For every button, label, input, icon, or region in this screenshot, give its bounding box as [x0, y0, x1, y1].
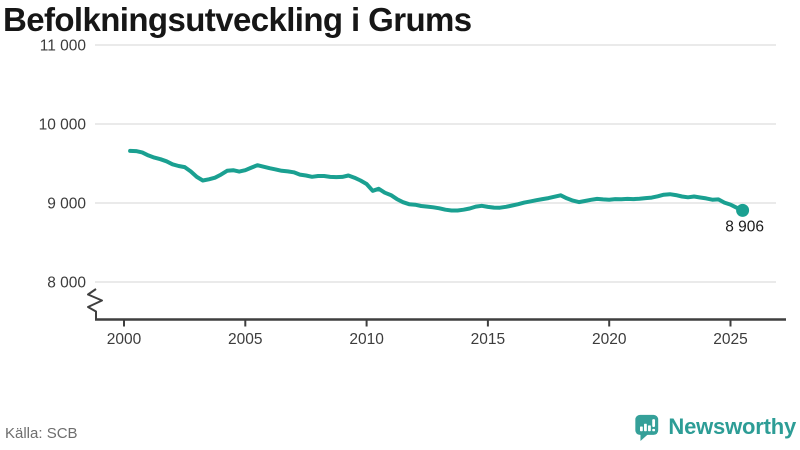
- x-axis-tick-label: 2010: [349, 331, 384, 348]
- y-axis-tick-label: 8 000: [47, 275, 86, 292]
- x-axis-tick-label: 2020: [592, 331, 627, 348]
- population-series-line: [128, 148, 745, 213]
- series-end-value-label: 8 906: [725, 218, 764, 235]
- y-axis-tick-label: 10 000: [39, 117, 87, 134]
- y-axis-tick-label: 9 000: [47, 196, 86, 213]
- x-axis-tick-label: 2005: [228, 331, 262, 348]
- newsworthy-speech-bubble-barchart-icon: [633, 412, 661, 442]
- x-axis-tick-label: 2000: [107, 331, 142, 348]
- y-axis-tick-label: 11 000: [40, 38, 87, 55]
- y-axis-break-icon: [87, 288, 103, 319]
- series-end-dot: [736, 203, 750, 217]
- newsworthy-logo-link[interactable]: Newsworthy: [633, 412, 796, 442]
- population-line-chart: 8 000 9 000 10 000 11 000 2000 2005 2010 2015 20…: [39, 38, 786, 348]
- source-note: Källa: SCB: [5, 425, 78, 442]
- x-axis-tick-label: 2015: [471, 331, 505, 348]
- x-axis-tick-label: 2025: [713, 331, 747, 348]
- chart-title: Befolkningsutveckling i Grums: [3, 1, 472, 38]
- brand-name: Newsworthy: [668, 414, 796, 439]
